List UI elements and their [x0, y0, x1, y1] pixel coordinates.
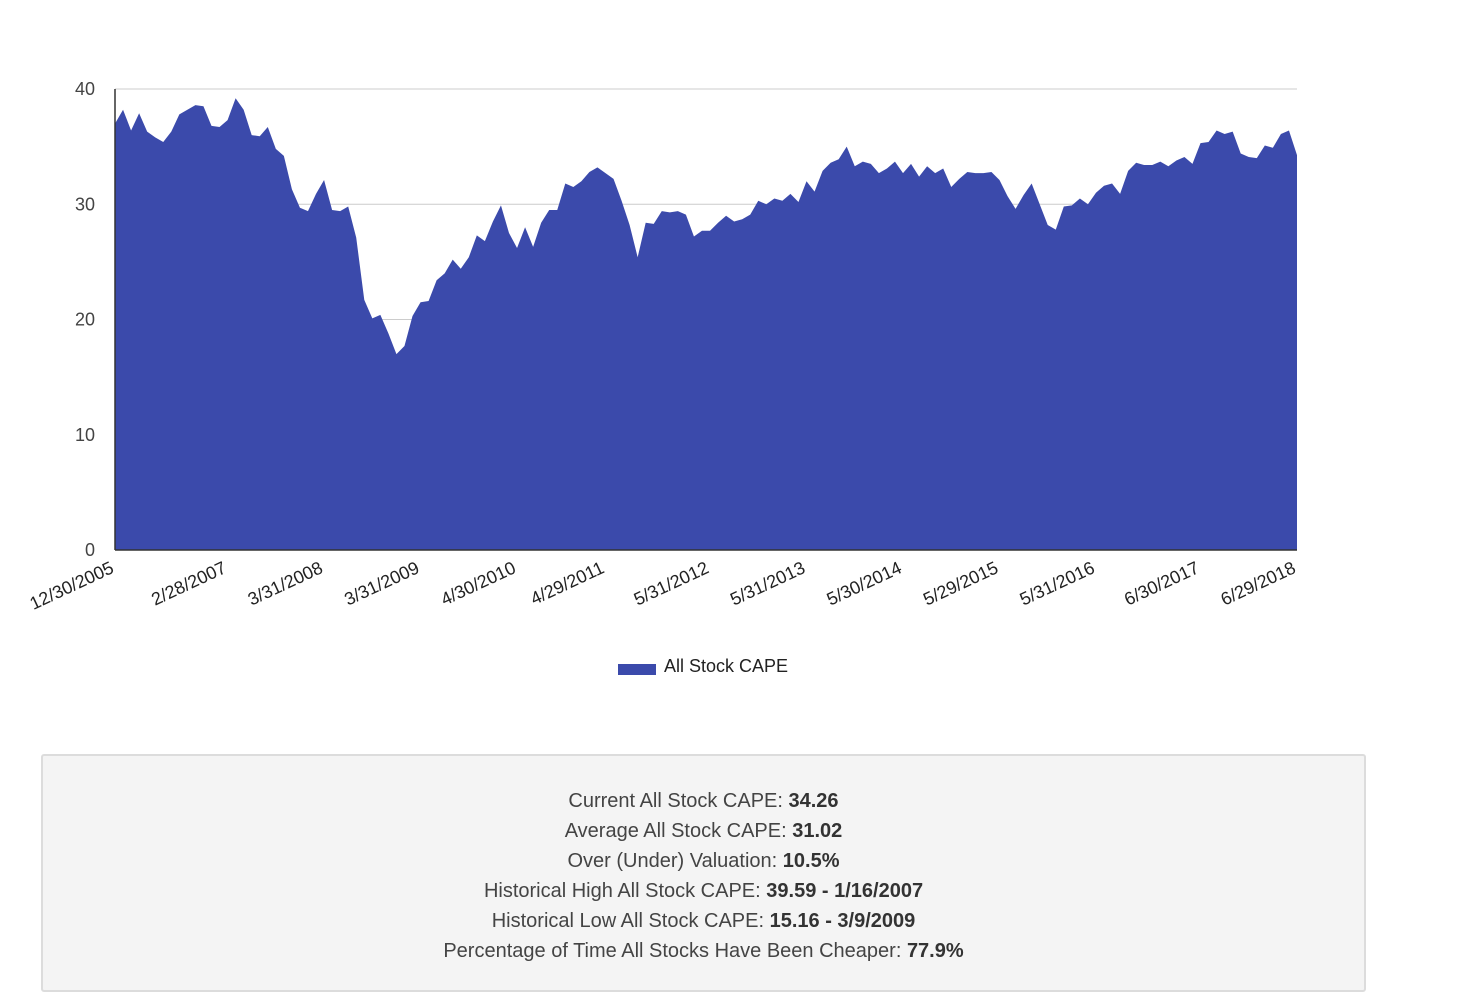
stat-low: Historical Low All Stock CAPE: 15.16 - 3… — [43, 906, 1364, 936]
stat-average-value: 31.02 — [792, 820, 843, 842]
x-tick-label: 4/30/2010 — [438, 557, 519, 609]
x-tick-label: 2/28/2007 — [148, 557, 229, 609]
x-tick-label: 5/31/2016 — [1017, 557, 1098, 609]
stat-current: Current All Stock CAPE: 34.26 — [43, 786, 1364, 816]
y-tick-label: 20 — [75, 310, 95, 330]
y-axis-tick-labels: 0 10 20 30 40 — [75, 79, 95, 560]
stat-high: Historical High All Stock CAPE: 39.59 - … — [43, 876, 1364, 906]
x-tick-label: 12/30/2005 — [27, 557, 117, 613]
legend-swatch — [618, 664, 656, 675]
x-tick-label: 3/31/2009 — [341, 557, 422, 609]
y-tick-label: 10 — [75, 425, 95, 445]
axes — [114, 89, 1297, 551]
stat-cheaper: Percentage of Time All Stocks Have Been … — [43, 936, 1364, 966]
stat-valuation: Over (Under) Valuation: 10.5% — [43, 846, 1364, 876]
stat-low-label: Historical Low All Stock CAPE: — [491, 910, 770, 932]
x-tick-label: 5/29/2015 — [920, 557, 1001, 609]
stat-current-label: Current All Stock CAPE: — [568, 790, 789, 812]
stat-low-value: 15.16 - 3/9/2009 — [769, 910, 916, 932]
x-tick-label: 5/31/2013 — [727, 557, 808, 609]
x-tick-label: 3/31/2008 — [245, 557, 326, 609]
legend-label: All Stock CAPE — [664, 656, 788, 676]
stat-average-label: Average All Stock CAPE: — [564, 820, 793, 842]
stat-high-value: 39.59 - 1/16/2007 — [766, 880, 924, 902]
stat-high-label: Historical High All Stock CAPE: — [483, 880, 767, 902]
y-tick-label: 40 — [75, 79, 95, 99]
x-tick-label: 4/29/2011 — [527, 557, 607, 608]
stat-current-value: 34.26 — [788, 790, 839, 812]
stats-panel: Current All Stock CAPE: 34.26 Average Al… — [41, 754, 1366, 992]
legend: All Stock CAPE — [618, 656, 788, 676]
stat-valuation-value: 10.5% — [782, 850, 840, 872]
series-area — [115, 98, 1297, 550]
y-tick-label: 0 — [85, 540, 95, 560]
x-tick-label: 6/29/2018 — [1218, 557, 1299, 609]
stat-average: Average All Stock CAPE: 31.02 — [43, 816, 1364, 846]
x-tick-label: 5/30/2014 — [824, 557, 905, 609]
y-tick-label: 30 — [75, 194, 95, 214]
cape-area-chart: 0 10 20 30 40 12/30/2005 2/28/2007 3/31/2008 3/… — [27, 79, 1299, 676]
stat-cheaper-label: Percentage of Time All Stocks Have Been … — [443, 940, 907, 962]
x-axis-tick-labels: 12/30/2005 2/28/2007 3/31/2008 3/31/2009 4/3… — [27, 557, 1299, 613]
x-tick-label: 5/31/2012 — [631, 557, 712, 609]
stat-valuation-label: Over (Under) Valuation: — [567, 850, 783, 872]
stat-cheaper-value: 77.9% — [906, 940, 964, 962]
series-area-all-stock-cape — [115, 98, 1297, 550]
x-tick-label: 6/30/2017 — [1121, 557, 1202, 609]
